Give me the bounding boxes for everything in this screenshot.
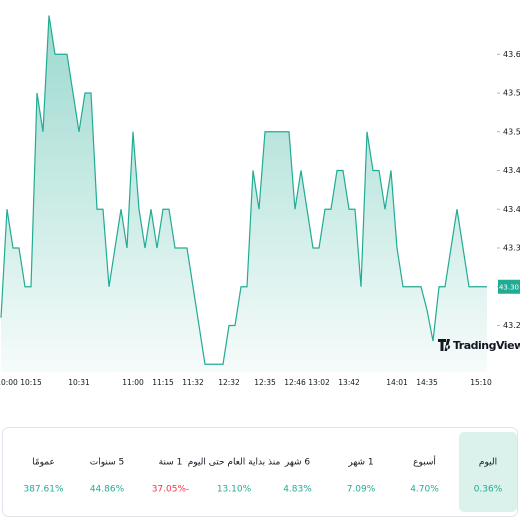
- y-tick-label: 43.35: [503, 244, 520, 253]
- x-tick-label: 15:10: [470, 378, 492, 387]
- x-tick-label: 13:42: [338, 378, 360, 387]
- tab-value[interactable]: 0.36%: [474, 485, 503, 495]
- x-tick-label: 10:00: [0, 378, 18, 387]
- tab-selected-bg[interactable]: [459, 432, 517, 512]
- y-tick-label: 43.40: [503, 205, 520, 214]
- tab-label[interactable]: أسبوع: [413, 456, 436, 468]
- tab-bar: [2, 427, 518, 517]
- y-tick-label: 43.50: [503, 127, 520, 136]
- x-tick-label: 12:35: [254, 378, 276, 387]
- tab-value[interactable]: 44.86%: [90, 485, 125, 495]
- tab-label[interactable]: 5 سنوات: [90, 458, 124, 468]
- x-tick-label: 11:15: [152, 378, 174, 387]
- x-tick-label: 11:32: [182, 378, 204, 387]
- x-tick-label: 11:00: [122, 378, 144, 387]
- x-tick-label: 13:02: [308, 378, 330, 387]
- tab-label[interactable]: 1 سنة: [159, 458, 183, 468]
- tab-value[interactable]: 387.61%: [23, 485, 63, 495]
- tab-value[interactable]: 4.83%: [283, 485, 312, 495]
- tab-value[interactable]: 13.10%: [217, 485, 252, 495]
- tab-value[interactable]: 4.70%: [410, 485, 439, 495]
- x-tick-label: 10:15: [20, 378, 42, 387]
- tab-label[interactable]: منذ بداية العام حتى اليوم: [188, 458, 281, 468]
- tabs: اليوم 0.36% أسبوع 4.70% 1 شهر 7.09% 6 شهر 4.83%…: [23, 432, 517, 512]
- tab-value[interactable]: 7.09%: [347, 485, 376, 495]
- tab-label[interactable]: عمومًا: [32, 458, 55, 468]
- tab-value[interactable]: 37.05%-: [152, 485, 190, 495]
- x-tick-label: 14:35: [416, 378, 438, 387]
- y-tick-label: 43.25: [503, 321, 520, 330]
- tab-label[interactable]: 6 شهر: [284, 458, 311, 468]
- watermark: TradingView: [453, 339, 520, 352]
- price-line: [0, 15, 487, 365]
- x-tick-label: 12:46: [284, 378, 306, 387]
- x-tick-label: 10:31: [68, 378, 90, 387]
- chart: 43.25 43.30 43.35 43.40 43.45 43.50 43.55 43.60…: [0, 15, 520, 387]
- area-fill: [1, 15, 487, 372]
- tab-label[interactable]: اليوم: [479, 458, 497, 468]
- y-tick-label: 43.45: [503, 166, 520, 175]
- x-tick-label: 14:01: [386, 378, 408, 387]
- price-badge: [498, 279, 520, 294]
- watermark-logo: [438, 339, 451, 351]
- tab-label[interactable]: 1 شهر: [347, 458, 373, 468]
- y-tick-label: 43.55: [503, 89, 520, 98]
- y-tick-label: 43.60: [503, 50, 520, 59]
- x-tick-label: 12:32: [218, 378, 240, 387]
- price-badge-label: 43.30: [499, 283, 519, 291]
